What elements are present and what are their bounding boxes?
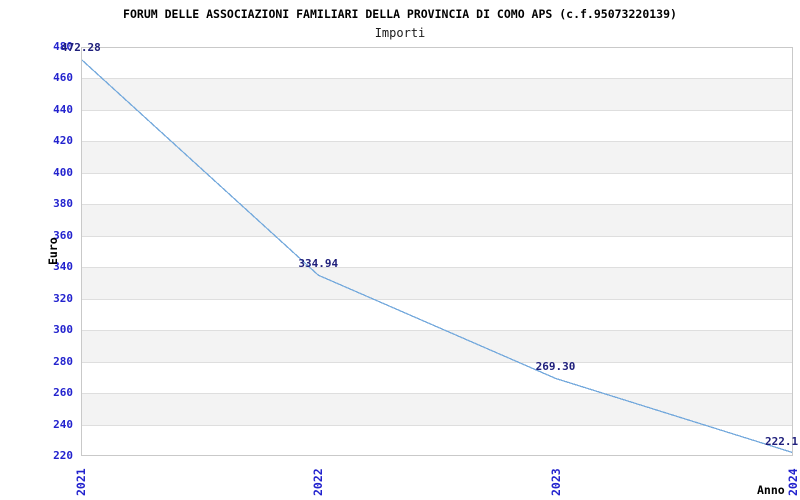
- gridline: [81, 173, 793, 174]
- series-line: [81, 58, 793, 454]
- x-tick-label: 2023: [548, 468, 563, 496]
- y-tick-label: 480: [53, 40, 73, 53]
- y-tick-label: 320: [53, 291, 73, 305]
- chart-subtitle: Importi: [374, 26, 426, 40]
- chart-title: FORUM DELLE ASSOCIAZIONI FAMILIARI DELLA…: [123, 7, 677, 21]
- gridline: [81, 362, 793, 363]
- plot-band: [81, 78, 793, 110]
- point-value-label: 222.1: [765, 434, 799, 448]
- gridline: [81, 393, 793, 394]
- y-tick-label: 400: [53, 165, 73, 179]
- gridline: [81, 267, 793, 268]
- y-tick-label: 220: [53, 449, 73, 462]
- plot-band: [81, 330, 793, 362]
- x-tick-label: 2022: [311, 468, 326, 496]
- y-axis-title: Euro: [46, 237, 60, 265]
- gridline: [81, 141, 793, 142]
- point-value-label: 269.30: [535, 360, 576, 374]
- gridline: [81, 299, 793, 300]
- y-tick-label: 460: [53, 71, 73, 85]
- y-tick-label: 280: [53, 354, 73, 368]
- line-chart-canvas: [81, 58, 793, 454]
- plot-band: [81, 267, 793, 299]
- y-tick-label: 300: [53, 323, 73, 337]
- y-tick-label: 420: [53, 134, 73, 148]
- y-tick-label: 340: [53, 260, 73, 274]
- y-tick-label: 260: [53, 386, 73, 400]
- x-tick-label: 2021: [74, 468, 88, 496]
- y-tick-label: 240: [53, 417, 73, 431]
- plot-band: [81, 393, 793, 425]
- gridline: [81, 425, 793, 426]
- gridline: [81, 204, 793, 205]
- gridline: [81, 330, 793, 331]
- gridline: [81, 236, 793, 237]
- x-axis-title: Anno: [757, 483, 785, 497]
- gridline: [81, 110, 793, 111]
- point-value-label: 334.94: [298, 257, 339, 271]
- y-tick-label: 440: [53, 102, 73, 116]
- plot-band: [81, 204, 793, 236]
- point-value-label: 472.28: [61, 41, 101, 55]
- y-tick-label: 360: [53, 228, 73, 242]
- x-tick-label: 2024: [786, 468, 800, 496]
- plot-area: [81, 47, 793, 456]
- gridline: [81, 78, 793, 79]
- y-tick-label: 380: [53, 197, 73, 211]
